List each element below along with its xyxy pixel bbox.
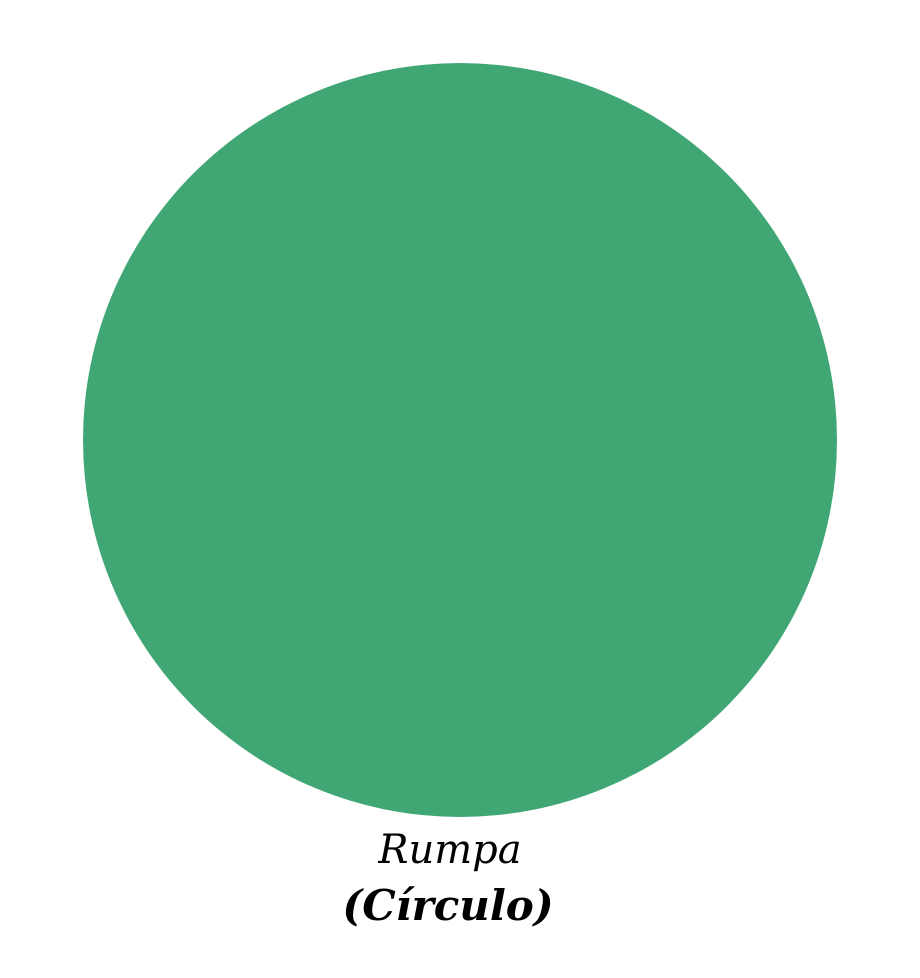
- shape-term-label: (Círculo): [342, 881, 554, 930]
- green-circle: [83, 63, 837, 817]
- shape-name-label: Rumpa: [378, 827, 522, 873]
